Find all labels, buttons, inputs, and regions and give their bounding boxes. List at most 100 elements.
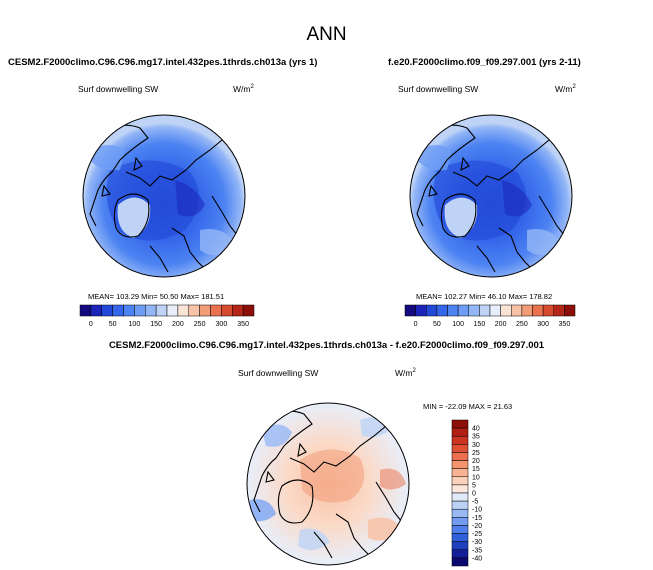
panel-2-colorbar-box	[479, 304, 491, 317]
panel-2-colorbar: 0 50 100 150 200 250 300 350	[404, 304, 576, 328]
panel-1-map	[83, 115, 245, 277]
diff-colorbar-tick-label: -40	[472, 555, 482, 562]
panel-2-colorbar-box	[447, 304, 459, 317]
panel-2-colorbar-box	[457, 304, 469, 317]
diff-colorbar-box	[451, 525, 469, 534]
panel-2-colorbar-box	[511, 304, 523, 317]
panel-1-map-border	[82, 114, 246, 278]
panel-2-colorbar-box	[426, 304, 438, 317]
panel-1-colorbar-tick-label: 50	[109, 321, 117, 328]
panel-1-colorbar-box	[232, 304, 244, 317]
diff-colorbar-tick-label: 15	[472, 466, 480, 473]
panel-2-colorbar-box	[436, 304, 448, 317]
panel-1-colorbar-box	[242, 304, 255, 317]
panel-2-colorbar-box	[542, 304, 554, 317]
panel-1-colorbar-box	[90, 304, 102, 317]
diff-colorbar-box	[451, 492, 469, 502]
panel-2-colorbar-tick-label: 50	[433, 321, 441, 328]
panel-1-colorbar-box	[145, 304, 157, 317]
panel-2-colorbar-tick-label: 300	[537, 321, 549, 328]
panel-2-colorbar-box	[532, 304, 544, 317]
panel-2-colorbar-box	[553, 304, 565, 317]
diff-colorbar-tick-label: -25	[472, 531, 482, 538]
diff-colorbar-tick-label: 40	[472, 426, 480, 433]
panel-2-colorbar-box	[415, 304, 427, 317]
diff-units: W/m2	[395, 368, 416, 378]
diff-colorbar-box	[451, 468, 469, 478]
panel-2-colorbar-tick-label: 200	[495, 321, 507, 328]
diff-colorbar-box	[451, 452, 469, 461]
diff-colorbar-box	[451, 427, 469, 437]
panel-1-colorbar-tick-label: 150	[150, 321, 162, 328]
panel-1-colorbar-box	[79, 304, 92, 317]
panel-1-colorbar-box	[155, 304, 168, 317]
diff-colorbar-box	[451, 533, 469, 542]
diff-colorbar-box	[451, 419, 469, 429]
diff-colorbar-box	[451, 549, 469, 559]
panel-1-colorbar-tick-label: 300	[216, 321, 228, 328]
panel-1-colorbar-tick-label: 100	[129, 321, 141, 328]
diff-colorbar-box	[451, 476, 469, 486]
panel-2-colorbar-box	[500, 304, 512, 317]
page-title: ANN	[306, 24, 347, 45]
diff-colorbar-tick-label: -15	[472, 515, 482, 522]
panel-1-colorbar-box	[112, 304, 124, 317]
panel-2-colorbar-tick-label: 0	[414, 321, 418, 328]
diff-colorbar-box	[451, 460, 469, 469]
diff-colorbar-box	[451, 508, 469, 518]
panel-2-map-border	[409, 114, 573, 278]
panel-1-colorbar-tick-label: 200	[172, 321, 184, 328]
diff-colorbar-tick-label: -20	[472, 523, 482, 530]
panel-1-colorbar-box	[188, 304, 200, 317]
panel-2-variable-label: Surf downwelling SW	[398, 84, 479, 94]
diff-colorbar-tick-label: 10	[472, 474, 480, 481]
panel-1-stats: MEAN= 103.29 Min= 50.50 Max= 181.51	[88, 292, 224, 301]
panel-2-case-title: f.e20.F2000climo.f09_f09.297.001 (yrs 2-…	[388, 57, 581, 68]
panel-2-colorbar-box	[564, 304, 576, 317]
panel-2-colorbar-tick-label: 100	[452, 321, 464, 328]
panel-1-colorbar-tick-label: 350	[237, 321, 249, 328]
panel-1-colorbar-box	[210, 304, 222, 317]
panel-1-colorbar-box	[199, 304, 211, 317]
panel-1-units: W/m2	[233, 84, 254, 94]
diff-colorbar-tick-label: -30	[472, 539, 482, 546]
panel-2-units: W/m2	[555, 84, 576, 94]
diff-colorbar-tick-label: -10	[472, 507, 482, 514]
panel-1-colorbar-tick-label: 0	[89, 321, 93, 328]
diff-colorbar-box	[451, 444, 469, 453]
panel-1-colorbar-tick-label: 250	[194, 321, 206, 328]
panel-2-colorbar-box	[489, 304, 501, 317]
diff-colorbar-tick-label: -5	[472, 499, 478, 506]
diff-colorbar-box	[451, 557, 469, 567]
panel-2-colorbar-tick-label: 150	[474, 321, 486, 328]
panel-2-map	[410, 115, 572, 277]
panel-1-colorbar-box	[166, 304, 179, 317]
diff-panel-title: CESM2.F2000climo.C96.C96.mg17.intel.432p…	[108, 340, 545, 351]
diff-colorbar-box	[451, 500, 469, 510]
panel-1-colorbar: 0 50 100 150 200 250 300 350	[79, 304, 255, 328]
diff-colorbar-tick-label: 35	[472, 434, 480, 441]
panel-2-colorbar-box	[521, 304, 533, 317]
panel-2-colorbar-box	[468, 304, 480, 317]
panel-1-colorbar-box	[177, 304, 189, 317]
panel-1-colorbar-box	[221, 304, 233, 317]
panel-2-colorbar-box	[404, 304, 416, 317]
diff-map-border	[246, 402, 410, 566]
panel-1-colorbar-box	[123, 304, 135, 317]
diff-colorbar-box	[451, 484, 469, 494]
diff-colorbar-tick-label: 25	[472, 450, 480, 457]
panel-1-colorbar-box	[134, 304, 146, 317]
diff-variable-label: Surf downwelling SW	[238, 368, 319, 378]
diff-colorbar-tick-label: 30	[472, 442, 480, 449]
diff-map	[247, 403, 409, 565]
diff-colorbar-box	[451, 541, 469, 551]
diff-colorbar-tick-label: 0	[472, 491, 476, 498]
diff-colorbar-tick-label: 20	[472, 458, 480, 465]
diff-colorbar-tick-label: 5	[472, 482, 476, 489]
diff-colorbar-tick-label: -35	[472, 547, 482, 554]
panel-2-colorbar-tick-label: 350	[559, 321, 571, 328]
panel-1-colorbar-box	[101, 304, 113, 317]
panel-1-case-title: CESM2.F2000climo.C96.C96.mg17.intel.432p…	[8, 57, 318, 68]
